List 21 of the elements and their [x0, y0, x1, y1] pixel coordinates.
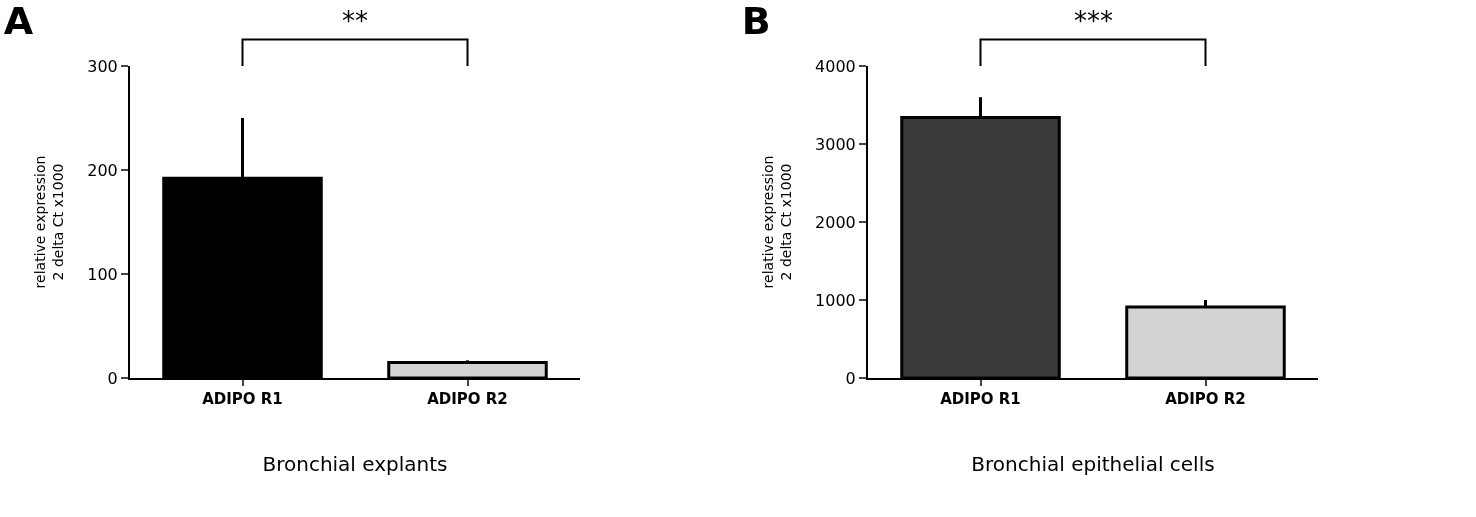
y-tick-label: 1000: [815, 290, 856, 310]
y-tick-label: 100: [87, 264, 118, 284]
x-tick-label: ADIPO R2: [1165, 390, 1246, 408]
y-tick-label: 3000: [815, 134, 856, 154]
x-tick-label: ADIPO R1: [940, 390, 1021, 408]
y-tick-label: 200: [87, 160, 118, 180]
y-axis-title: relative expression 2 delta Ct x1000: [32, 155, 67, 289]
y-tick-label: 4000: [815, 56, 856, 76]
y-axis-title: relative expression 2 delta Ct x1000: [759, 155, 795, 289]
y-tick-label: 0: [845, 368, 856, 388]
chart-title: A: [3, 0, 34, 44]
x-tick-label: ADIPO R1: [202, 390, 283, 408]
y-tick-label: 0: [107, 368, 118, 388]
y-tick-label: 300: [87, 56, 118, 76]
text: ***: [1074, 6, 1113, 36]
text: **: [342, 6, 368, 36]
x-tick-label: ADIPO R2: [427, 390, 508, 408]
y-tick-label: 2000: [815, 212, 856, 232]
x-axis-title: Bronchial explants: [262, 452, 448, 476]
chart-title: B: [741, 0, 771, 44]
x-axis-title: Bronchial epithelial cells: [971, 452, 1215, 476]
